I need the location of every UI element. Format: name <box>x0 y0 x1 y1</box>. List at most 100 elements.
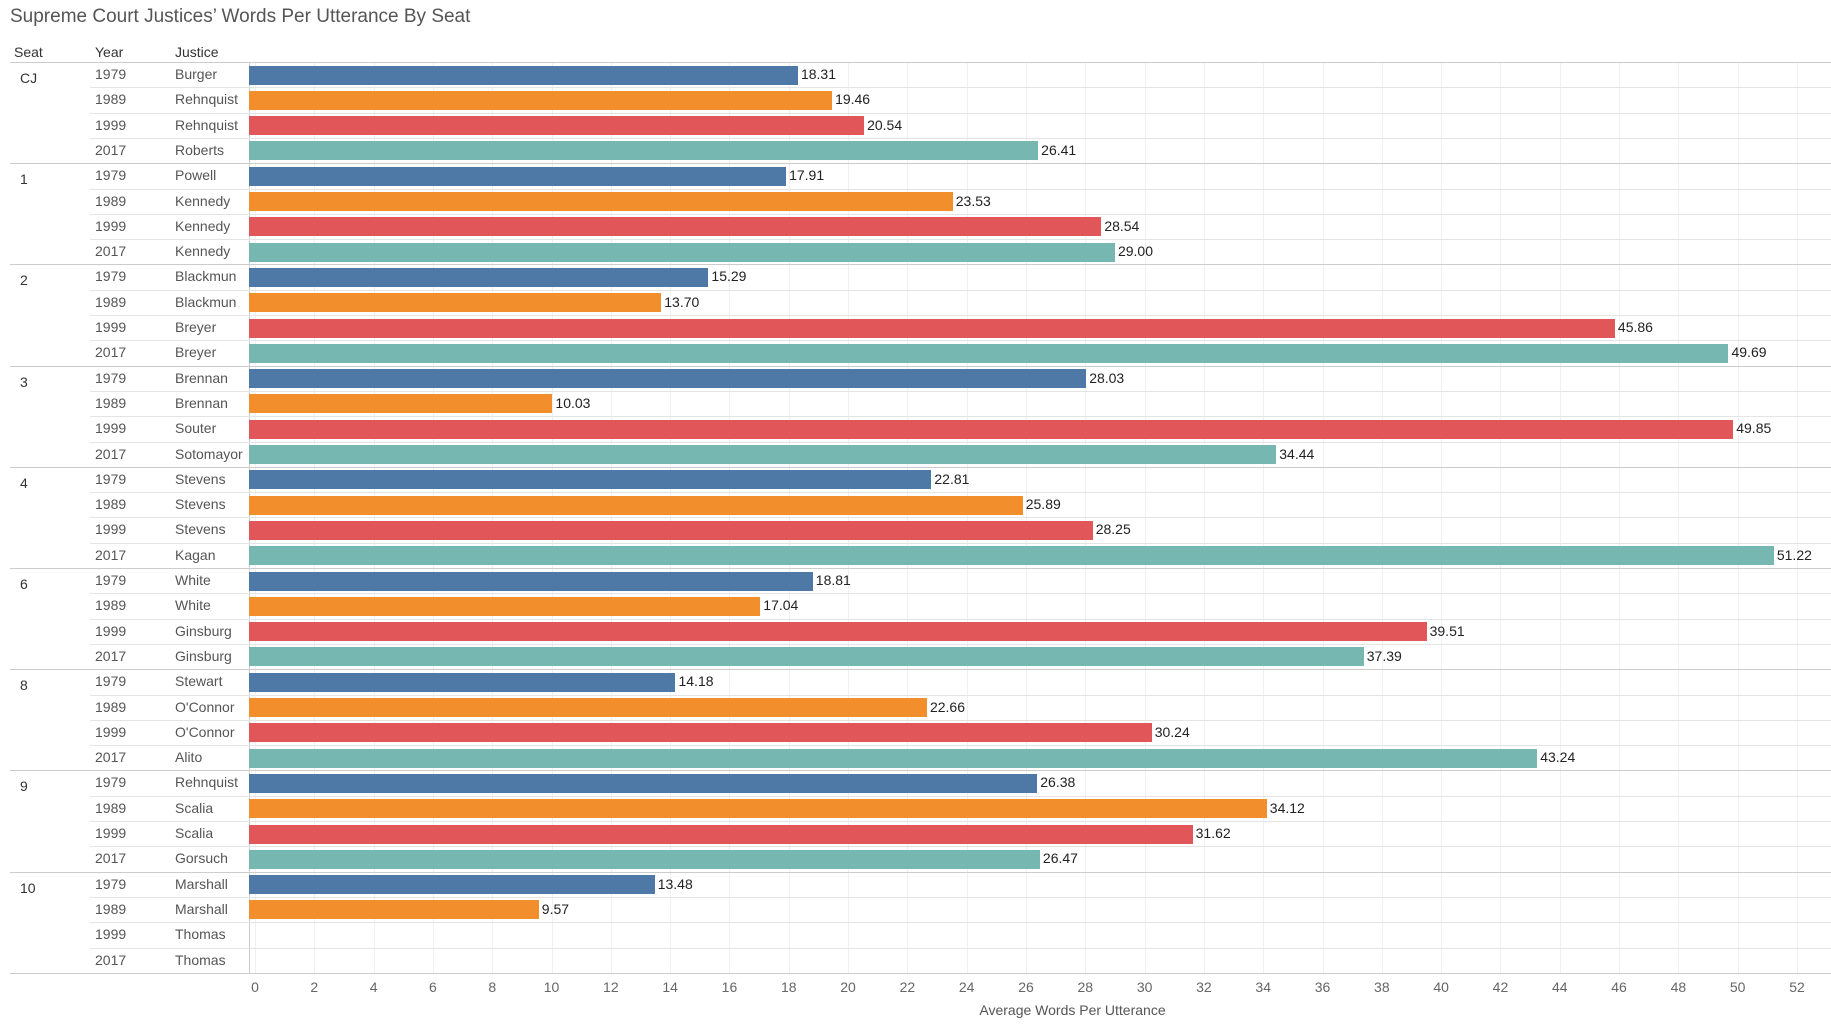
row-divider <box>90 542 1831 544</box>
year-label: 1999 <box>95 825 127 841</box>
x-tick-label: 4 <box>369 979 378 995</box>
data-label: 26.38 <box>1040 774 1076 791</box>
row-divider <box>90 947 1831 949</box>
data-label: 10.03 <box>555 394 591 411</box>
group-divider <box>10 972 1831 974</box>
data-label: 43.24 <box>1540 749 1576 766</box>
justice-label: Breyer <box>175 319 217 335</box>
row-divider <box>90 188 1831 190</box>
bar <box>249 394 553 414</box>
x-tick-label: 24 <box>958 979 975 995</box>
x-tick-label: 12 <box>603 979 619 995</box>
row-divider <box>90 618 1831 620</box>
year-label: 2017 <box>95 141 127 158</box>
justice-label: Brennan <box>175 394 228 411</box>
x-tick-label: 36 <box>1314 979 1331 995</box>
row-divider <box>90 137 1831 139</box>
group-divider <box>10 871 1831 873</box>
x-tick-label: 14 <box>662 979 678 995</box>
x-tick-label: 16 <box>721 979 738 995</box>
justice-label: Kennedy <box>175 243 231 260</box>
data-label: 26.47 <box>1042 850 1078 867</box>
year-label: 1979 <box>95 66 127 82</box>
year-label: 2017 <box>95 344 127 361</box>
year-label: 1999 <box>95 521 127 538</box>
justice-label: Scalia <box>175 799 214 816</box>
year-label: 1999 <box>95 319 127 335</box>
x-tick-label: 50 <box>1729 979 1746 995</box>
bar <box>249 698 927 717</box>
row-divider <box>90 315 1831 316</box>
data-label: 13.48 <box>657 875 693 892</box>
data-label: 45.86 <box>1617 319 1653 335</box>
year-label: 2017 <box>95 243 127 260</box>
bar <box>249 571 813 591</box>
bar <box>249 824 1193 844</box>
row-divider <box>90 441 1831 443</box>
data-label: 13.70 <box>664 293 700 310</box>
justice-label: Rehnquist <box>175 774 239 791</box>
justice-label: Kagan <box>175 546 216 563</box>
x-tick-label: 0 <box>251 979 259 995</box>
justice-label: Marshall <box>175 875 228 892</box>
justice-label: Gorsuch <box>175 850 228 867</box>
row-divider <box>90 643 1831 645</box>
justice-label: Stevens <box>175 470 226 487</box>
header-year: Year <box>95 44 124 60</box>
row-divider <box>90 745 1831 747</box>
justice-label: Marshall <box>175 900 228 917</box>
data-label: 14.18 <box>678 673 714 690</box>
justice-label: White <box>175 597 211 614</box>
year-label: 1979 <box>95 369 127 386</box>
chart-title: Supreme Court Justices’ Words Per Uttera… <box>10 6 471 27</box>
year-label: 1989 <box>95 192 127 209</box>
data-label: 22.66 <box>929 698 965 715</box>
justice-label: Rehnquist <box>175 91 239 108</box>
group-divider <box>10 568 1831 569</box>
data-label: 22.81 <box>934 470 970 487</box>
data-label: 51.22 <box>1776 546 1812 563</box>
bar <box>249 419 1734 439</box>
data-label: 18.31 <box>800 66 836 82</box>
data-label: 23.53 <box>955 192 991 209</box>
year-label: 1989 <box>95 597 127 614</box>
bar <box>249 90 833 110</box>
seat-label: CJ <box>20 70 38 86</box>
seat-label: 6 <box>20 576 28 592</box>
x-tick-label: 22 <box>899 979 916 995</box>
year-label: 1979 <box>95 470 127 487</box>
x-tick-label: 26 <box>1018 979 1034 995</box>
bar <box>249 723 1152 743</box>
justice-label: Kennedy <box>175 192 231 209</box>
x-tick-label: 42 <box>1492 979 1509 995</box>
justice-label: Powell <box>175 167 217 184</box>
x-tick-label: 10 <box>543 979 560 995</box>
x-tick-label: 6 <box>429 979 437 995</box>
year-label: 1989 <box>95 394 127 411</box>
bar <box>249 672 676 692</box>
row-divider <box>90 239 1831 241</box>
x-tick-label: 52 <box>1789 979 1805 995</box>
header-justice: Justice <box>175 44 219 60</box>
data-label: 49.85 <box>1736 420 1772 437</box>
seat-label: 9 <box>20 778 28 795</box>
justice-label: O'Connor <box>175 698 235 715</box>
x-tick-label: 32 <box>1196 979 1212 995</box>
bar <box>249 773 1038 793</box>
x-axis-title: Average Words Per Utterance <box>979 1002 1166 1018</box>
seat-label: 2 <box>20 272 28 289</box>
justice-label: Breyer <box>175 344 217 361</box>
row-divider <box>90 112 1831 114</box>
x-tick-label: 48 <box>1670 979 1687 995</box>
bar <box>249 318 1615 338</box>
year-label: 1999 <box>95 622 127 639</box>
group-divider <box>10 163 1831 165</box>
justice-label: White <box>175 572 211 588</box>
data-label: 19.46 <box>835 91 871 108</box>
year-label: 1999 <box>95 723 127 740</box>
year-label: 1979 <box>95 875 127 892</box>
header-seat: Seat <box>14 44 43 60</box>
justice-label: Souter <box>175 420 217 437</box>
row-divider <box>90 593 1831 595</box>
